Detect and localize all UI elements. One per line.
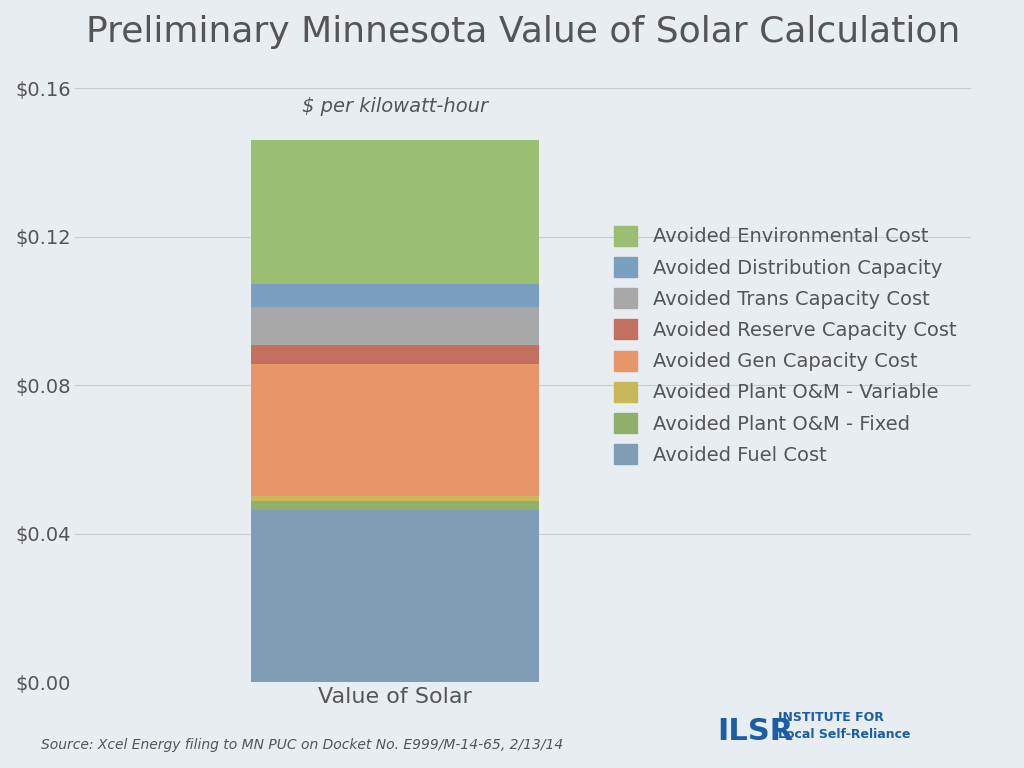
Text: ILSR: ILSR xyxy=(717,717,793,746)
Legend: Avoided Environmental Cost, Avoided Distribution Capacity, Avoided Trans Capacit: Avoided Environmental Cost, Avoided Dist… xyxy=(604,216,967,475)
Text: $ per kilowatt-hour: $ per kilowatt-hour xyxy=(302,98,488,117)
Text: INSTITUTE FOR
Local Self-Reliance: INSTITUTE FOR Local Self-Reliance xyxy=(778,711,910,741)
Bar xyxy=(251,502,539,509)
Bar xyxy=(251,346,539,364)
Title: Preliminary Minnesota Value of Solar Calculation: Preliminary Minnesota Value of Solar Cal… xyxy=(86,15,961,49)
Bar xyxy=(251,306,539,346)
Bar xyxy=(251,509,539,682)
Bar xyxy=(251,496,539,502)
Bar xyxy=(251,284,539,306)
Bar xyxy=(251,364,539,496)
Bar xyxy=(251,140,539,284)
Text: Source: Xcel Energy filing to MN PUC on Docket No. E999/M-14-65, 2/13/14: Source: Xcel Energy filing to MN PUC on … xyxy=(41,738,563,752)
